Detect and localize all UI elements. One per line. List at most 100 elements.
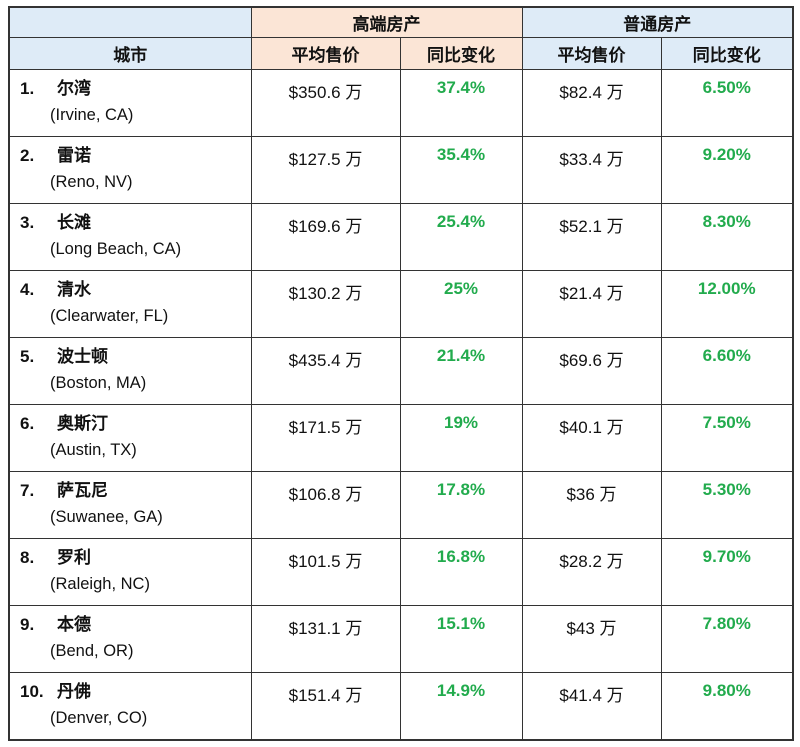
regular-yoy-change: 8.30%: [660, 203, 794, 271]
luxury-avg-price: $171.5 万: [250, 404, 401, 472]
luxury-avg-price-header: 平均售价: [250, 37, 401, 70]
city-line: 4. 清水: [20, 276, 247, 303]
city-name-cn: 尔湾: [57, 79, 91, 98]
luxury-yoy-change: 14.9%: [399, 672, 523, 741]
regular-avg-price: $36 万: [521, 471, 662, 539]
city-name-en: (Clearwater, FL): [50, 307, 169, 325]
luxury-yoy-change: 15.1%: [399, 605, 523, 673]
city-cell: 1. 尔湾 (Irvine, CA): [8, 69, 252, 137]
luxury-yoy-change: 35.4%: [399, 136, 523, 204]
city-line: 7. 萨瓦尼: [20, 477, 247, 504]
city-name-cn: 清水: [57, 280, 91, 299]
luxury-avg-price: $131.1 万: [250, 605, 401, 673]
luxury-avg-price: $106.8 万: [250, 471, 401, 539]
city-rank: 1.: [20, 79, 35, 98]
regular-yoy-change: 12.00%: [660, 270, 794, 338]
column-header-row: 城市 平均售价 同比变化 平均售价 同比变化: [8, 37, 794, 70]
luxury-group-header: 高端房产: [250, 6, 523, 38]
table-row: 8. 罗利 (Raleigh, NC) $101.5 万 16.8% $28.2 …: [8, 538, 794, 606]
regular-avg-price: $82.4 万: [521, 69, 662, 137]
city-cell: 9. 本德 (Bend, OR): [8, 605, 252, 673]
table-row: 6. 奥斯汀 (Austin, TX) $171.5 万 19% $40.1 万 …: [8, 404, 794, 472]
city-line: 6. 奥斯汀: [20, 410, 247, 437]
city-column-header: 城市: [8, 37, 252, 70]
city-rank: 8.: [20, 548, 35, 567]
city-line: 9. 本德: [20, 611, 247, 638]
city-cell: 2. 雷诺 (Reno, NV): [8, 136, 252, 204]
regular-yoy-change: 5.30%: [660, 471, 794, 539]
group-header-row: 高端房产 普通房产: [8, 6, 794, 38]
city-line: 8. 罗利: [20, 544, 247, 571]
city-name-en: (Boston, MA): [50, 374, 147, 392]
luxury-avg-price: $101.5 万: [250, 538, 401, 606]
city-cell: 10. 丹佛 (Denver, CO): [8, 672, 252, 741]
city-name-cn: 本德: [57, 615, 91, 634]
regular-avg-price: $52.1 万: [521, 203, 662, 271]
city-rank: 4.: [20, 280, 35, 299]
regular-yoy-change: 9.70%: [660, 538, 794, 606]
city-cell: 8. 罗利 (Raleigh, NC): [8, 538, 252, 606]
city-rank: 6.: [20, 414, 35, 433]
city-name-en: (Austin, TX): [50, 441, 137, 459]
city-line: 5. 波士顿: [20, 343, 247, 370]
luxury-yoy-change: 25%: [399, 270, 523, 338]
luxury-yoy-change: 37.4%: [399, 69, 523, 137]
city-cell: 6. 奥斯汀 (Austin, TX): [8, 404, 252, 472]
city-line: 2. 雷诺: [20, 142, 247, 169]
city-name-en: (Raleigh, NC): [50, 575, 150, 593]
luxury-yoy-change: 21.4%: [399, 337, 523, 405]
regular-yoy-change: 6.50%: [660, 69, 794, 137]
luxury-avg-price: $127.5 万: [250, 136, 401, 204]
city-name-cn: 萨瓦尼: [57, 481, 108, 500]
city-name-en: (Bend, OR): [50, 642, 134, 660]
regular-yoy-change: 7.80%: [660, 605, 794, 673]
city-name-en: (Reno, NV): [50, 173, 133, 191]
city-rank: 3.: [20, 213, 35, 232]
regular-avg-price: $43 万: [521, 605, 662, 673]
city-line: 10. 丹佛: [20, 678, 247, 705]
luxury-avg-price: $435.4 万: [250, 337, 401, 405]
city-cell: 7. 萨瓦尼 (Suwanee, GA): [8, 471, 252, 539]
luxury-avg-price: $151.4 万: [250, 672, 401, 741]
table-row: 1. 尔湾 (Irvine, CA) $350.6 万 37.4% $82.4 万…: [8, 69, 794, 137]
table-body: 1. 尔湾 (Irvine, CA) $350.6 万 37.4% $82.4 万…: [8, 69, 794, 741]
corner-cell: [8, 6, 252, 38]
regular-avg-price: $28.2 万: [521, 538, 662, 606]
regular-yoy-change: 9.20%: [660, 136, 794, 204]
table-row: 2. 雷诺 (Reno, NV) $127.5 万 35.4% $33.4 万 9…: [8, 136, 794, 204]
regular-avg-price-header: 平均售价: [521, 37, 662, 70]
table-row: 3. 长滩 (Long Beach, CA) $169.6 万 25.4% $52…: [8, 203, 794, 271]
regular-avg-price: $21.4 万: [521, 270, 662, 338]
luxury-yoy-change: 19%: [399, 404, 523, 472]
city-name-en: (Long Beach, CA): [50, 240, 182, 258]
luxury-yoy-change: 25.4%: [399, 203, 523, 271]
regular-avg-price: $33.4 万: [521, 136, 662, 204]
city-name-en: (Irvine, CA): [50, 106, 134, 124]
city-name-cn: 长滩: [57, 213, 91, 232]
luxury-avg-price: $130.2 万: [250, 270, 401, 338]
regular-group-header: 普通房产: [521, 6, 794, 38]
table-row: 7. 萨瓦尼 (Suwanee, GA) $106.8 万 17.8% $36 万…: [8, 471, 794, 539]
regular-avg-price: $69.6 万: [521, 337, 662, 405]
city-cell: 4. 清水 (Clearwater, FL): [8, 270, 252, 338]
regular-yoy-change: 7.50%: [660, 404, 794, 472]
regular-yoy-header: 同比变化: [660, 37, 794, 70]
city-rank: 5.: [20, 347, 35, 366]
city-name-en: (Suwanee, GA): [50, 508, 163, 526]
luxury-yoy-change: 16.8%: [399, 538, 523, 606]
luxury-avg-price: $350.6 万: [250, 69, 401, 137]
luxury-yoy-change: 17.8%: [399, 471, 523, 539]
city-name-cn: 罗利: [57, 548, 91, 567]
real-estate-table: 高端房产 普通房产 城市 平均售价 同比变化 平均售价 同比变化 1. 尔湾 (I…: [8, 6, 794, 741]
regular-yoy-change: 9.80%: [660, 672, 794, 741]
table-row: 9. 本德 (Bend, OR) $131.1 万 15.1% $43 万 7.8…: [8, 605, 794, 673]
city-name-cn: 奥斯汀: [57, 414, 108, 433]
city-line: 1. 尔湾: [20, 75, 247, 102]
table-row: 10. 丹佛 (Denver, CO) $151.4 万 14.9% $41.4 …: [8, 672, 794, 741]
city-name-cn: 波士顿: [57, 347, 108, 366]
luxury-avg-price: $169.6 万: [250, 203, 401, 271]
table-row: 4. 清水 (Clearwater, FL) $130.2 万 25% $21.4…: [8, 270, 794, 338]
city-rank: 2.: [20, 146, 35, 165]
city-name-cn: 丹佛: [57, 682, 91, 701]
